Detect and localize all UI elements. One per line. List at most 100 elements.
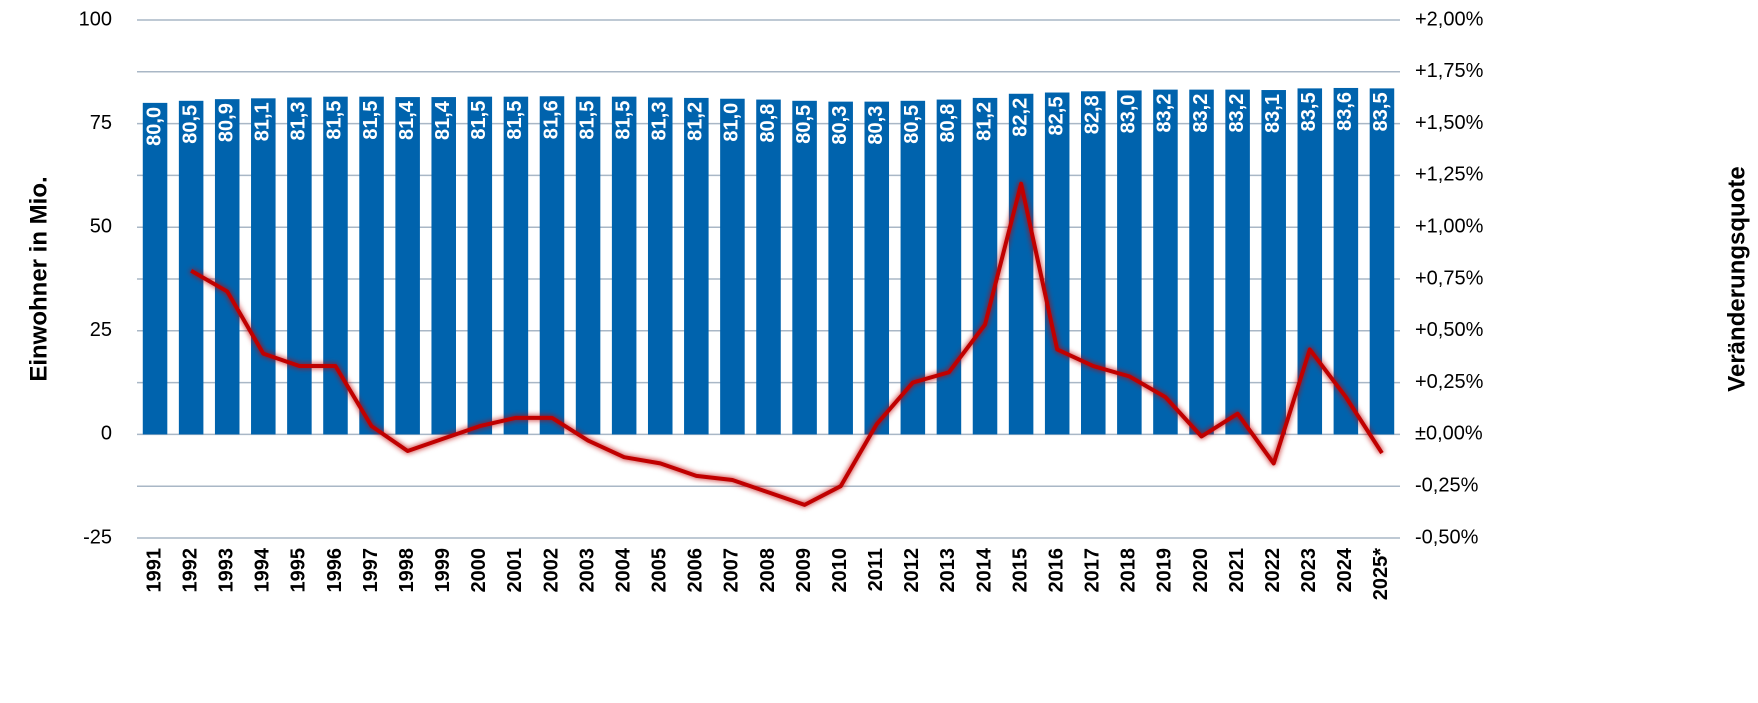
bar: [1081, 91, 1106, 435]
bar: [1333, 87, 1359, 435]
bar: [467, 96, 493, 435]
y2-tick-label: -0,25%: [1415, 474, 1479, 496]
bar-value-label: 83,2: [1226, 94, 1248, 133]
x-tick-label: 1993: [215, 548, 237, 593]
x-tick-label: 2004: [612, 547, 634, 592]
bar: [1044, 92, 1070, 435]
x-tick-label: 2013: [937, 548, 959, 593]
bar-value-label: 81,5: [468, 101, 490, 140]
x-tick-label: 2003: [576, 548, 598, 593]
x-tick-label: 1998: [396, 548, 418, 593]
y2-tick-label: +2,00%: [1415, 8, 1484, 30]
bar-value-label: 83,1: [1262, 94, 1284, 133]
x-tick-label: 1999: [432, 548, 454, 593]
x-tick-label: 2009: [793, 548, 815, 593]
x-tick-label: 2022: [1262, 548, 1284, 593]
bar-value-label: 80,8: [757, 104, 779, 143]
bar: [1008, 93, 1034, 435]
x-tick-label: 2016: [1045, 548, 1067, 593]
bar-value-label: 81,3: [649, 101, 671, 140]
bar-value-label: 81,2: [685, 102, 707, 141]
bar: [936, 99, 962, 435]
y2-tick-label: +0,25%: [1415, 371, 1484, 393]
bars: [142, 87, 1395, 435]
x-tick-label: 2008: [757, 548, 779, 593]
x-tick-label: 2012: [901, 548, 923, 593]
x-tick-label: 2000: [468, 548, 490, 593]
bar: [1369, 88, 1395, 435]
y-tick-label: 100: [79, 8, 112, 30]
bar-value-label: 81,1: [252, 102, 274, 141]
bar-value-label: 81,6: [540, 100, 562, 139]
bar: [1225, 89, 1250, 435]
bar: [1153, 89, 1178, 435]
x-tick-label: 1996: [324, 548, 346, 593]
x-tick-label: 2001: [504, 548, 526, 593]
x-tick-label: 1991: [143, 548, 165, 593]
x-tick-label: 2017: [1082, 548, 1104, 593]
y2-tick-label: +1,75%: [1415, 60, 1484, 82]
x-tick-label: 2011: [865, 548, 887, 591]
bar-value-label: 81,5: [324, 101, 346, 140]
bar-value-label: 81,5: [612, 101, 634, 140]
bar-value-label: 83,0: [1118, 94, 1140, 133]
x-tick-label: 1992: [179, 548, 201, 593]
bar: [178, 100, 204, 435]
x-tick-label: 2018: [1118, 548, 1140, 593]
bar-value-label: 81,5: [504, 101, 526, 140]
bar: [287, 97, 312, 435]
x-tick-label: 1995: [288, 548, 310, 593]
bar-value-label: 82,2: [1009, 98, 1031, 137]
y-tick-label: 25: [90, 319, 112, 341]
x-tick-label: 2025*: [1370, 548, 1392, 600]
bar-value-label: 80,5: [793, 105, 815, 144]
bar-value-label: 81,4: [432, 100, 454, 140]
bar-value-label: 83,2: [1190, 94, 1212, 133]
bar: [828, 101, 853, 435]
bar-value-label: 80,9: [215, 103, 237, 142]
bar-value-label: 82,8: [1082, 95, 1104, 134]
bar: [431, 97, 456, 435]
bar-value-label: 80,5: [179, 105, 201, 144]
bar-value-label: 81,3: [288, 101, 310, 140]
y-tick-label: 0: [101, 423, 112, 445]
bar: [359, 96, 384, 435]
x-tick-label: 1997: [360, 548, 382, 593]
bar: [503, 96, 529, 435]
bar: [214, 99, 240, 435]
bar: [647, 97, 673, 435]
y2-tick-label: -0,50%: [1415, 526, 1479, 548]
bar-value-label: 80,0: [143, 107, 165, 146]
x-tick-label: 2021: [1226, 548, 1248, 593]
x-tick-label: 2020: [1190, 548, 1212, 593]
bar-value-label: 81,4: [396, 100, 418, 140]
bar: [756, 99, 781, 435]
bar-value-label: 81,5: [360, 101, 382, 140]
y2-tick-label: +0,50%: [1415, 319, 1484, 341]
bar-value-label: 80,3: [865, 106, 887, 145]
bar: [1189, 89, 1214, 435]
bar-value-label: 82,5: [1045, 97, 1067, 136]
bar: [575, 96, 601, 435]
x-tick-label: 2010: [829, 548, 851, 593]
bar: [251, 98, 276, 435]
bar-value-label: 80,5: [901, 105, 923, 144]
x-tick-label: 2005: [649, 548, 671, 593]
bar-value-label: 83,6: [1334, 92, 1356, 131]
bar-value-label: 83,2: [1154, 94, 1176, 133]
x-tick-label: 2006: [685, 548, 707, 593]
y2-tick-label: +1,50%: [1415, 112, 1484, 134]
x-tick-label: 1994: [252, 547, 274, 592]
x-tick-label: 2019: [1154, 548, 1176, 593]
bar: [539, 96, 565, 435]
bar: [142, 102, 168, 435]
x-tick-label: 2023: [1298, 548, 1320, 593]
labels: -0,50% -0,25% ±0,00% +0,25% +0,50% +0,75% +1,0…: [79, 8, 1484, 600]
x-tick-label: 2015: [1009, 548, 1031, 593]
bar-value-label: 83,5: [1298, 92, 1320, 131]
y2-tick-label: +1,25%: [1415, 164, 1484, 186]
y-axis-title: Einwohner in Mio.: [25, 176, 52, 381]
bar-value-label: 80,3: [829, 106, 851, 145]
bar: [972, 97, 998, 435]
